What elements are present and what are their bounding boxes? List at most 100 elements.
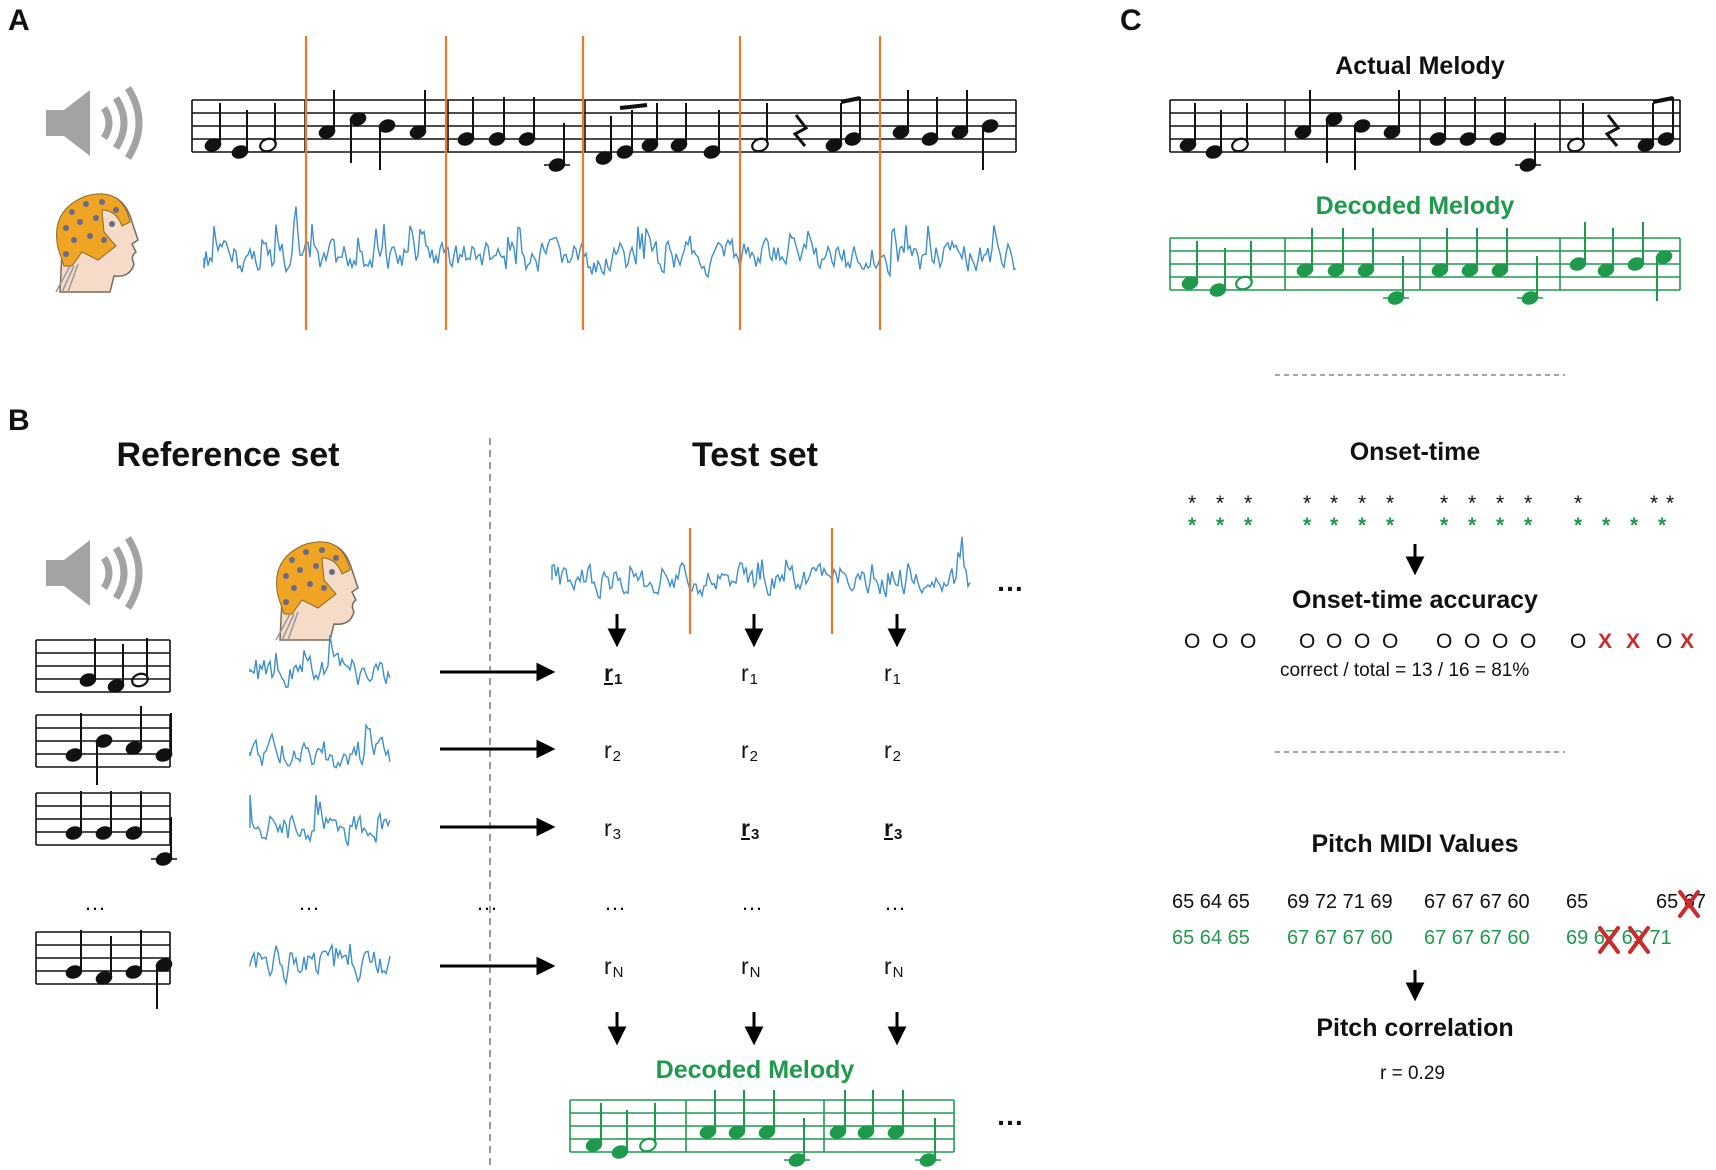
onset-hit-mark: O — [1492, 630, 1509, 653]
actual-pitch-group: 67 67 67 60 — [1424, 891, 1530, 913]
music-staff — [35, 931, 171, 985]
music-staff — [1169, 237, 1681, 291]
onset-star-actual: * — [1524, 492, 1533, 515]
onset-star-actual: * — [1386, 492, 1395, 515]
onset-hit-mark: O — [1212, 630, 1229, 653]
music-note — [1627, 222, 1645, 271]
r3-label: r3 — [604, 815, 622, 843]
music-note — [259, 103, 277, 153]
music-note — [1597, 228, 1615, 277]
onset-hit-mark: O — [1326, 630, 1343, 653]
speaker-icon — [46, 536, 143, 610]
music-note — [1517, 256, 1543, 305]
onset-star-actual: * — [1650, 492, 1659, 515]
onset-hit-mark: O — [1382, 630, 1399, 653]
music-note — [1515, 123, 1541, 172]
beam — [840, 96, 861, 104]
ellipsis: … — [298, 890, 322, 915]
music-note — [758, 1090, 776, 1139]
music-note — [611, 1110, 629, 1159]
pitch-midi-title: Pitch MIDI Values — [1311, 830, 1519, 858]
onset-star-actual: * — [1496, 492, 1505, 515]
onset-miss-mark: X — [1598, 630, 1613, 653]
music-note — [887, 1090, 905, 1139]
music-note — [1205, 110, 1223, 159]
onset-star-decoded: * — [1658, 514, 1667, 537]
r1-label: r1 — [884, 660, 902, 688]
actual-pitch-group: 65 — [1566, 891, 1589, 913]
music-note — [857, 1090, 875, 1139]
r1-selected: r1 — [604, 660, 623, 688]
music-note — [65, 930, 83, 979]
ellipsis: … — [604, 890, 628, 915]
down-arrows — [607, 614, 907, 1046]
eeg-trace — [249, 635, 391, 689]
music-note — [844, 97, 862, 146]
eeg-trace — [249, 722, 391, 769]
music-note — [1181, 241, 1199, 290]
onset-star-actual: * — [1666, 492, 1675, 515]
onset-star-decoded: * — [1386, 514, 1395, 537]
onset-hit-mark: O — [1184, 630, 1201, 653]
continuation-ellipsis: … — [996, 1100, 1026, 1131]
onset-accuracy-title: Onset-time accuracy — [1292, 586, 1538, 614]
music-note — [1491, 228, 1509, 277]
rN-label: rN — [884, 953, 904, 981]
music-note — [1461, 228, 1479, 277]
music-note — [457, 97, 475, 146]
music-note — [1179, 103, 1197, 152]
onset-miss-mark: X — [1626, 630, 1641, 653]
panel-label-a: A — [8, 4, 30, 37]
onset-star-decoded: * — [1244, 514, 1253, 537]
decoded-pitch-group: 67 67 67 60 — [1424, 927, 1530, 949]
music-note — [703, 110, 721, 159]
continuation-ellipsis: … — [996, 566, 1026, 597]
music-note — [231, 110, 249, 159]
r3-selected: r3 — [884, 815, 903, 843]
music-note — [518, 97, 536, 146]
reference-set-title: Reference set — [116, 436, 340, 474]
music-note — [1657, 97, 1675, 146]
onset-star-decoded: * — [1524, 514, 1533, 537]
onset-star-decoded: * — [1468, 514, 1477, 537]
pitch-correlation-title: Pitch correlation — [1316, 1014, 1514, 1042]
onset-star-decoded: * — [1216, 514, 1225, 537]
panel-label-c: C — [1120, 4, 1142, 37]
music-note — [1567, 103, 1585, 153]
onset-hit-mark: O — [1354, 630, 1371, 653]
onset-star-decoded: * — [1303, 514, 1312, 537]
onset-hit-mark: O — [1656, 630, 1673, 653]
music-note — [65, 791, 83, 840]
music-note — [1637, 103, 1655, 152]
eeg-trace — [551, 536, 971, 600]
beam — [1652, 96, 1674, 104]
music-staff — [569, 1099, 955, 1153]
onset-star-decoded: * — [1188, 514, 1197, 537]
onset-star-decoded: * — [1574, 514, 1583, 537]
onset-star-decoded: * — [1496, 514, 1505, 537]
onset-star-actual: * — [1330, 492, 1339, 515]
music-note — [95, 936, 113, 985]
ellipsis: … — [884, 890, 908, 915]
rN-label: rN — [604, 953, 624, 981]
music-note — [488, 97, 506, 146]
music-note — [1431, 228, 1449, 277]
decoded-melody-label-c: Decoded Melody — [1315, 192, 1515, 220]
music-note — [670, 103, 688, 152]
test-set-title: Test set — [692, 436, 818, 474]
music-note — [1429, 97, 1447, 146]
pitch-correlation-value: r = 0.29 — [1380, 1063, 1445, 1084]
ellipsis: … — [741, 890, 765, 915]
music-note — [1325, 112, 1343, 163]
music-note — [1296, 228, 1314, 277]
onset-hit-mark: O — [1520, 630, 1537, 653]
onset-time-title: Onset-time — [1349, 438, 1481, 466]
music-note — [65, 713, 83, 762]
r1-label: r1 — [741, 660, 759, 688]
onset-hit-mark: O — [1570, 630, 1587, 653]
music-note — [1357, 228, 1375, 277]
music-note — [1235, 241, 1253, 291]
onset-miss-mark: X — [1680, 630, 1695, 653]
music-note — [544, 123, 570, 172]
